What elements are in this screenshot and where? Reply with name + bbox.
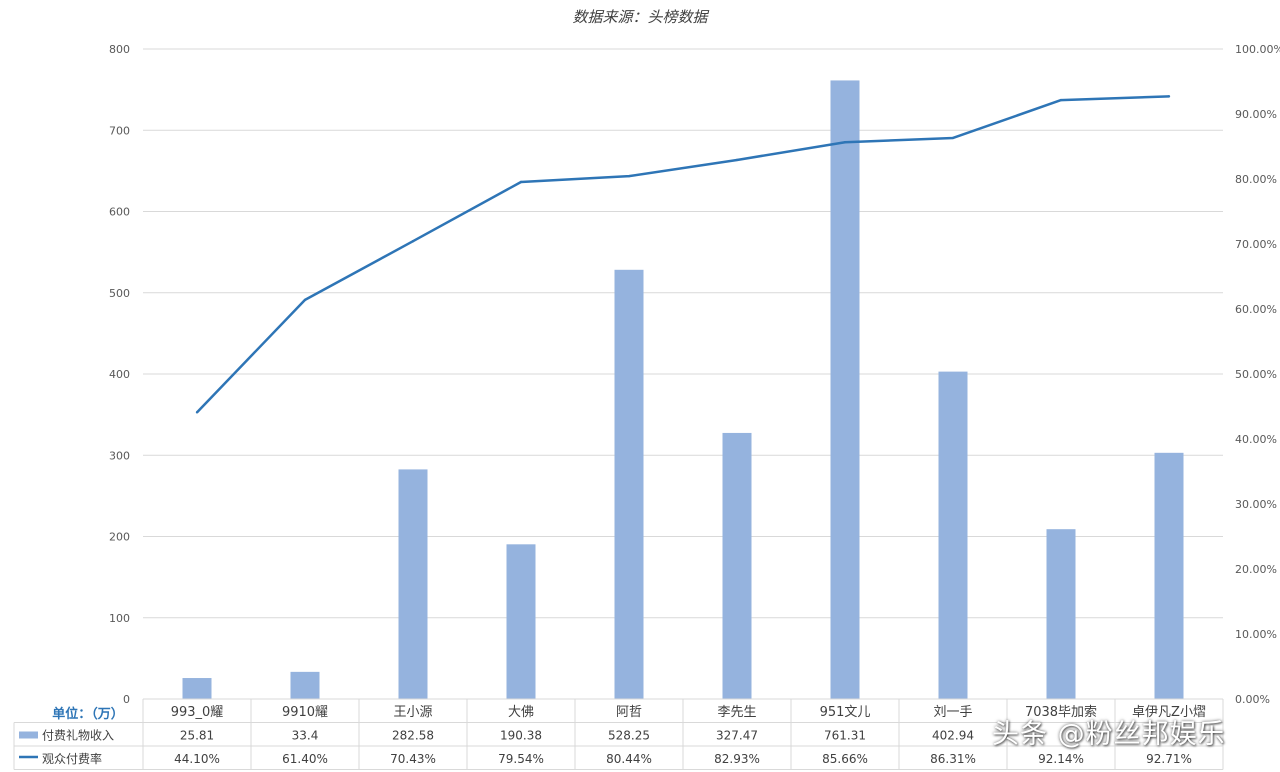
left-tick-label: 600: [109, 206, 130, 219]
left-tick-label: 700: [109, 124, 130, 137]
data-label: 61.40%: [282, 752, 328, 766]
right-tick-label: 50.00%: [1235, 368, 1277, 381]
left-tick-label: 100: [109, 612, 130, 625]
data-label: 82.93%: [714, 752, 760, 766]
data-label: 86.31%: [930, 752, 976, 766]
line-point: [195, 411, 199, 414]
category-label: 李先生: [717, 705, 756, 720]
legend-label: 观众付费率: [42, 751, 102, 766]
right-tick-label: 0.00%: [1235, 693, 1270, 706]
line-point: [1059, 98, 1063, 102]
bar: [398, 469, 428, 699]
right-tick-label: 60.00%: [1235, 303, 1277, 316]
bar: [1154, 452, 1184, 699]
data-label: 761.31: [824, 729, 866, 743]
right-tick-label: 20.00%: [1235, 563, 1277, 576]
category-label: 卓伊凡Z小熠: [1132, 705, 1206, 720]
gridlines: [143, 48, 1223, 619]
bar: [1046, 529, 1076, 699]
category-label: 7038毕加索: [1025, 705, 1097, 720]
line-point: [411, 240, 415, 243]
data-label: 190.38: [500, 729, 542, 743]
right-tick-label: 30.00%: [1235, 498, 1277, 511]
data-label: 70.43%: [390, 752, 436, 766]
left-axis-ticks: 0 100 200 300 400 500 600 700 800: [109, 43, 130, 706]
line-point: [627, 174, 631, 178]
left-tick-label: 0: [123, 693, 130, 706]
line-point: [303, 298, 307, 302]
category-label: 刘一手: [933, 705, 972, 720]
bar: [614, 269, 644, 699]
data-table: 单位：（万） 993_0耀 9910耀 王小源 大佛 阿哲 李先生 951文儿 刘一手 7038毕…: [13, 698, 1224, 770]
data-label: 25.81: [180, 729, 214, 743]
left-tick-label: 200: [109, 531, 130, 544]
legend-swatch-bar: [19, 731, 38, 739]
left-tick-label: 500: [109, 287, 130, 300]
data-label: 44.10%: [174, 752, 220, 766]
data-label: 79.54%: [498, 752, 544, 766]
source-note: 数据来源：头榜数据: [572, 8, 708, 26]
bar: [182, 678, 212, 699]
data-label: 92.14%: [1038, 752, 1084, 766]
left-tick-label: 800: [109, 43, 130, 56]
bar: [830, 80, 860, 700]
category-label: 王小源: [393, 705, 432, 720]
right-tick-label: 100.00%: [1235, 43, 1280, 56]
left-tick-label: 300: [109, 449, 130, 462]
category-label: 951文儿: [820, 705, 871, 720]
category-label: 993_0耀: [171, 705, 224, 720]
unit-label: 单位：（万）: [52, 706, 124, 722]
data-label: 80.44%: [606, 752, 652, 766]
line-point: [843, 141, 847, 144]
bar: [722, 432, 752, 699]
right-tick-label: 40.00%: [1235, 433, 1277, 446]
category-label: 9910耀: [282, 705, 328, 720]
line-series: [195, 95, 1171, 414]
line-point: [1167, 95, 1171, 98]
category-label: 大佛: [508, 705, 534, 720]
data-label: 327.47: [716, 729, 758, 743]
data-label: 528.25: [608, 729, 650, 743]
line-point: [519, 180, 523, 184]
line-point: [951, 136, 955, 140]
left-tick-label: 400: [109, 368, 130, 381]
line-point: [735, 158, 739, 162]
right-axis-ticks: 0.00% 10.00% 20.00% 30.00% 40.00% 50.00% 60.00…: [1235, 43, 1280, 706]
data-label: 92.71%: [1146, 752, 1192, 766]
bar: [506, 544, 536, 699]
right-tick-label: 70.00%: [1235, 238, 1277, 251]
legend-label: 付费礼物收入: [42, 728, 114, 743]
right-tick-label: 10.00%: [1235, 628, 1277, 641]
right-tick-label: 90.00%: [1235, 108, 1277, 121]
category-label: 阿哲: [616, 705, 642, 720]
bar: [290, 671, 320, 699]
bar: [938, 371, 968, 699]
data-label: 85.66%: [822, 752, 868, 766]
data-label: 402.94: [932, 729, 974, 743]
data-label: 33.4: [292, 729, 319, 743]
right-tick-label: 80.00%: [1235, 173, 1277, 186]
watermark: 头条 @粉丝邦娱乐: [992, 719, 1226, 750]
data-label: 282.58: [392, 729, 434, 743]
line-series-path: [196, 95, 1170, 414]
bar-series: [182, 80, 1184, 700]
